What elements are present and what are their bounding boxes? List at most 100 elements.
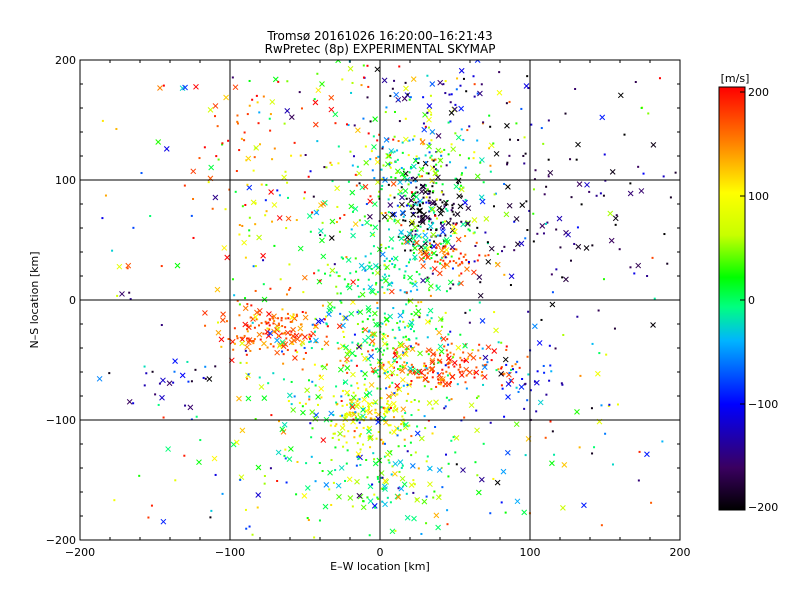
scatter-point-dot — [427, 172, 430, 175]
scatter-point-dot — [403, 444, 406, 447]
scatter-point-dot — [432, 371, 435, 374]
scatter-point-cross — [344, 351, 351, 358]
scatter-point-dot — [186, 360, 189, 363]
scatter-point-dot — [424, 154, 427, 157]
scatter-point-cross — [406, 382, 412, 388]
scatter-point-cross — [595, 370, 601, 377]
scatter-point-dot — [431, 432, 434, 435]
scatter-point-dot — [356, 347, 359, 350]
scatter-point-dot — [576, 315, 579, 318]
scatter-point-dot — [455, 463, 458, 466]
scatter-point-dot — [413, 203, 416, 206]
scatter-point-dot — [423, 385, 426, 388]
scatter-point-dot — [428, 142, 431, 145]
scatter-point-dot — [484, 254, 487, 257]
scatter-point-dot — [397, 99, 400, 102]
scatter-point-cross — [496, 89, 503, 96]
scatter-point-dot — [244, 508, 247, 511]
scatter-point-dot — [440, 154, 443, 157]
scatter-point-dot — [300, 323, 303, 326]
scatter-point-cross — [369, 331, 376, 337]
scatter-point-dot — [430, 154, 433, 157]
scatter-point-cross — [401, 481, 408, 488]
scatter-point-dot — [426, 314, 429, 317]
scatter-point-cross — [401, 95, 408, 102]
scatter-point-cross — [397, 312, 404, 319]
scatter-point-dot — [419, 204, 422, 207]
scatter-point-cross — [437, 157, 444, 164]
scatter-point-dot — [387, 183, 390, 186]
scatter-point-cross — [276, 343, 283, 349]
scatter-point-dot — [401, 366, 404, 369]
scatter-point-dot — [330, 503, 333, 506]
scatter-point-cross — [326, 311, 332, 318]
scatter-point-dot — [431, 407, 434, 410]
scatter-point-dot — [429, 228, 432, 231]
scatter-point-dot — [374, 411, 377, 414]
scatter-point-dot — [462, 139, 465, 142]
scatter-point-dot — [391, 257, 394, 260]
scatter-point-dot — [467, 262, 470, 265]
scatter-point-cross — [425, 254, 431, 261]
scatter-point-dot — [393, 351, 396, 354]
scatter-point-dot — [315, 341, 318, 344]
scatter-point-dot — [400, 224, 403, 227]
scatter-point-cross — [367, 435, 374, 442]
scatter-point-dot — [330, 163, 333, 166]
scatter-point-dot — [269, 467, 272, 470]
scatter-point-cross — [389, 528, 396, 535]
scatter-point-dot — [337, 162, 340, 165]
scatter-point-dot — [369, 435, 372, 438]
scatter-point-cross — [372, 116, 378, 123]
scatter-point-dot — [543, 371, 546, 374]
scatter-point-dot — [398, 367, 401, 370]
scatter-point-dot — [254, 265, 257, 268]
scatter-point-dot — [248, 104, 251, 107]
scatter-point-cross — [471, 217, 478, 223]
scatter-point-dot — [323, 166, 326, 169]
scatter-point-dot — [435, 284, 438, 287]
scatter-point-dot — [351, 341, 354, 344]
scatter-point-dot — [414, 372, 417, 375]
scatter-point-cross — [289, 314, 296, 321]
scatter-point-dot — [352, 412, 355, 415]
scatter-point-dot — [394, 176, 397, 179]
scatter-point-dot — [425, 350, 428, 353]
scatter-point-cross — [302, 314, 309, 321]
scatter-point-cross — [445, 220, 452, 226]
scatter-point-dot — [463, 359, 466, 362]
scatter-point-dot — [436, 372, 439, 375]
scatter-point-dot — [445, 290, 448, 293]
scatter-point-dot — [209, 516, 212, 519]
scatter-point-dot — [444, 92, 447, 95]
scatter-point-dot — [516, 360, 519, 363]
scatter-point-dot — [344, 479, 347, 482]
scatter-point-dot — [449, 120, 452, 123]
scatter-point-cross — [440, 263, 447, 270]
scatter-point-dot — [471, 348, 474, 351]
scatter-point-dot — [354, 411, 357, 414]
scatter-point-dot — [199, 439, 202, 442]
scatter-point-cross — [374, 66, 381, 73]
scatter-point-dot — [331, 436, 334, 439]
scatter-point-dot — [428, 151, 431, 154]
scatter-point-dot — [415, 270, 418, 273]
scatter-point-dot — [405, 197, 408, 200]
scatter-point-cross — [433, 399, 439, 406]
scatter-point-dot — [402, 423, 405, 426]
scatter-point-dot — [435, 163, 438, 166]
scatter-point-dot — [162, 416, 165, 419]
scatter-point-dot — [445, 207, 448, 210]
x-tick-label-4: 200 — [670, 546, 691, 559]
scatter-point-cross — [279, 339, 286, 345]
scatter-point-dot — [441, 221, 444, 224]
scatter-point-dot — [369, 158, 372, 161]
scatter-point-dot — [308, 336, 311, 339]
scatter-point-dot — [404, 249, 407, 252]
scatter-point-dot — [428, 253, 431, 256]
x-tick-label-3: 100 — [520, 546, 541, 559]
scatter-point-dot — [349, 413, 352, 416]
scatter-point-dot — [420, 184, 423, 187]
scatter-point-dot — [396, 149, 399, 152]
scatter-point-dot — [324, 234, 327, 237]
